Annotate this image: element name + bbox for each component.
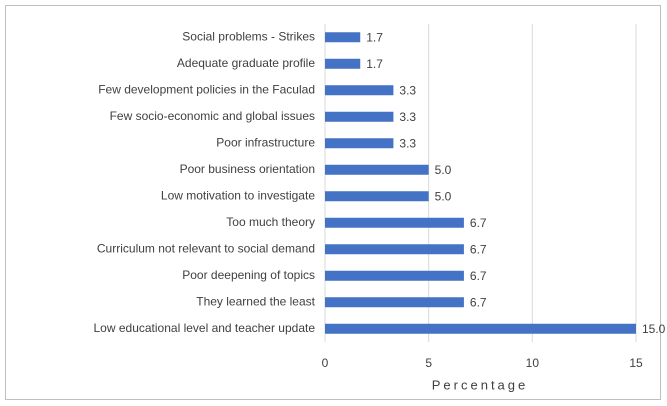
y-tick-label: They learned the least [196,294,315,308]
x-tick-label: 0 [322,356,329,370]
chart-frame [5,5,661,400]
value-label: 1.7 [366,57,383,71]
value-label: 3.3 [399,136,416,150]
y-tick-label: Adequate graduate profile [177,56,315,70]
y-tick-label: Poor infrastructure [216,135,315,149]
y-tick-label: Low motivation to investigate [161,188,315,202]
y-tick-label: Poor business orientation [180,162,315,176]
bar [325,111,394,122]
y-tick-label: Social problems - Strikes [182,29,315,43]
y-tick-label: Too much theory [226,215,315,229]
bar [325,191,429,202]
bar [325,323,636,334]
value-label: 15.0 [642,322,666,336]
value-label: 6.7 [470,216,487,230]
y-tick-label: Curriculum not relevant to social demand [97,241,315,255]
bar [325,164,429,175]
bar [325,244,464,255]
y-tick-label: Few development policies in the Faculad [98,82,315,96]
x-tick-label: 10 [526,356,540,370]
bar [325,297,464,308]
bar [325,85,394,96]
x-tick-label: 5 [425,356,432,370]
bar [325,138,394,149]
bar [325,58,361,69]
value-label: 6.7 [470,269,487,283]
value-label: 6.7 [470,242,487,256]
value-label: 5.0 [435,163,452,177]
bar [325,32,361,43]
value-label: 1.7 [366,30,383,44]
bar [325,270,464,281]
value-label: 6.7 [470,295,487,309]
x-axis-label: Percentage [432,377,529,392]
x-tick-label: 15 [629,356,643,370]
y-tick-label: Low educational level and teacher update [94,321,316,335]
value-label: 5.0 [435,189,452,203]
y-tick-label: Few socio-economic and global issues [110,109,315,123]
value-label: 3.3 [399,110,416,124]
value-label: 3.3 [399,83,416,97]
y-tick-label: Poor deepening of topics [182,268,315,282]
bar [325,217,464,228]
